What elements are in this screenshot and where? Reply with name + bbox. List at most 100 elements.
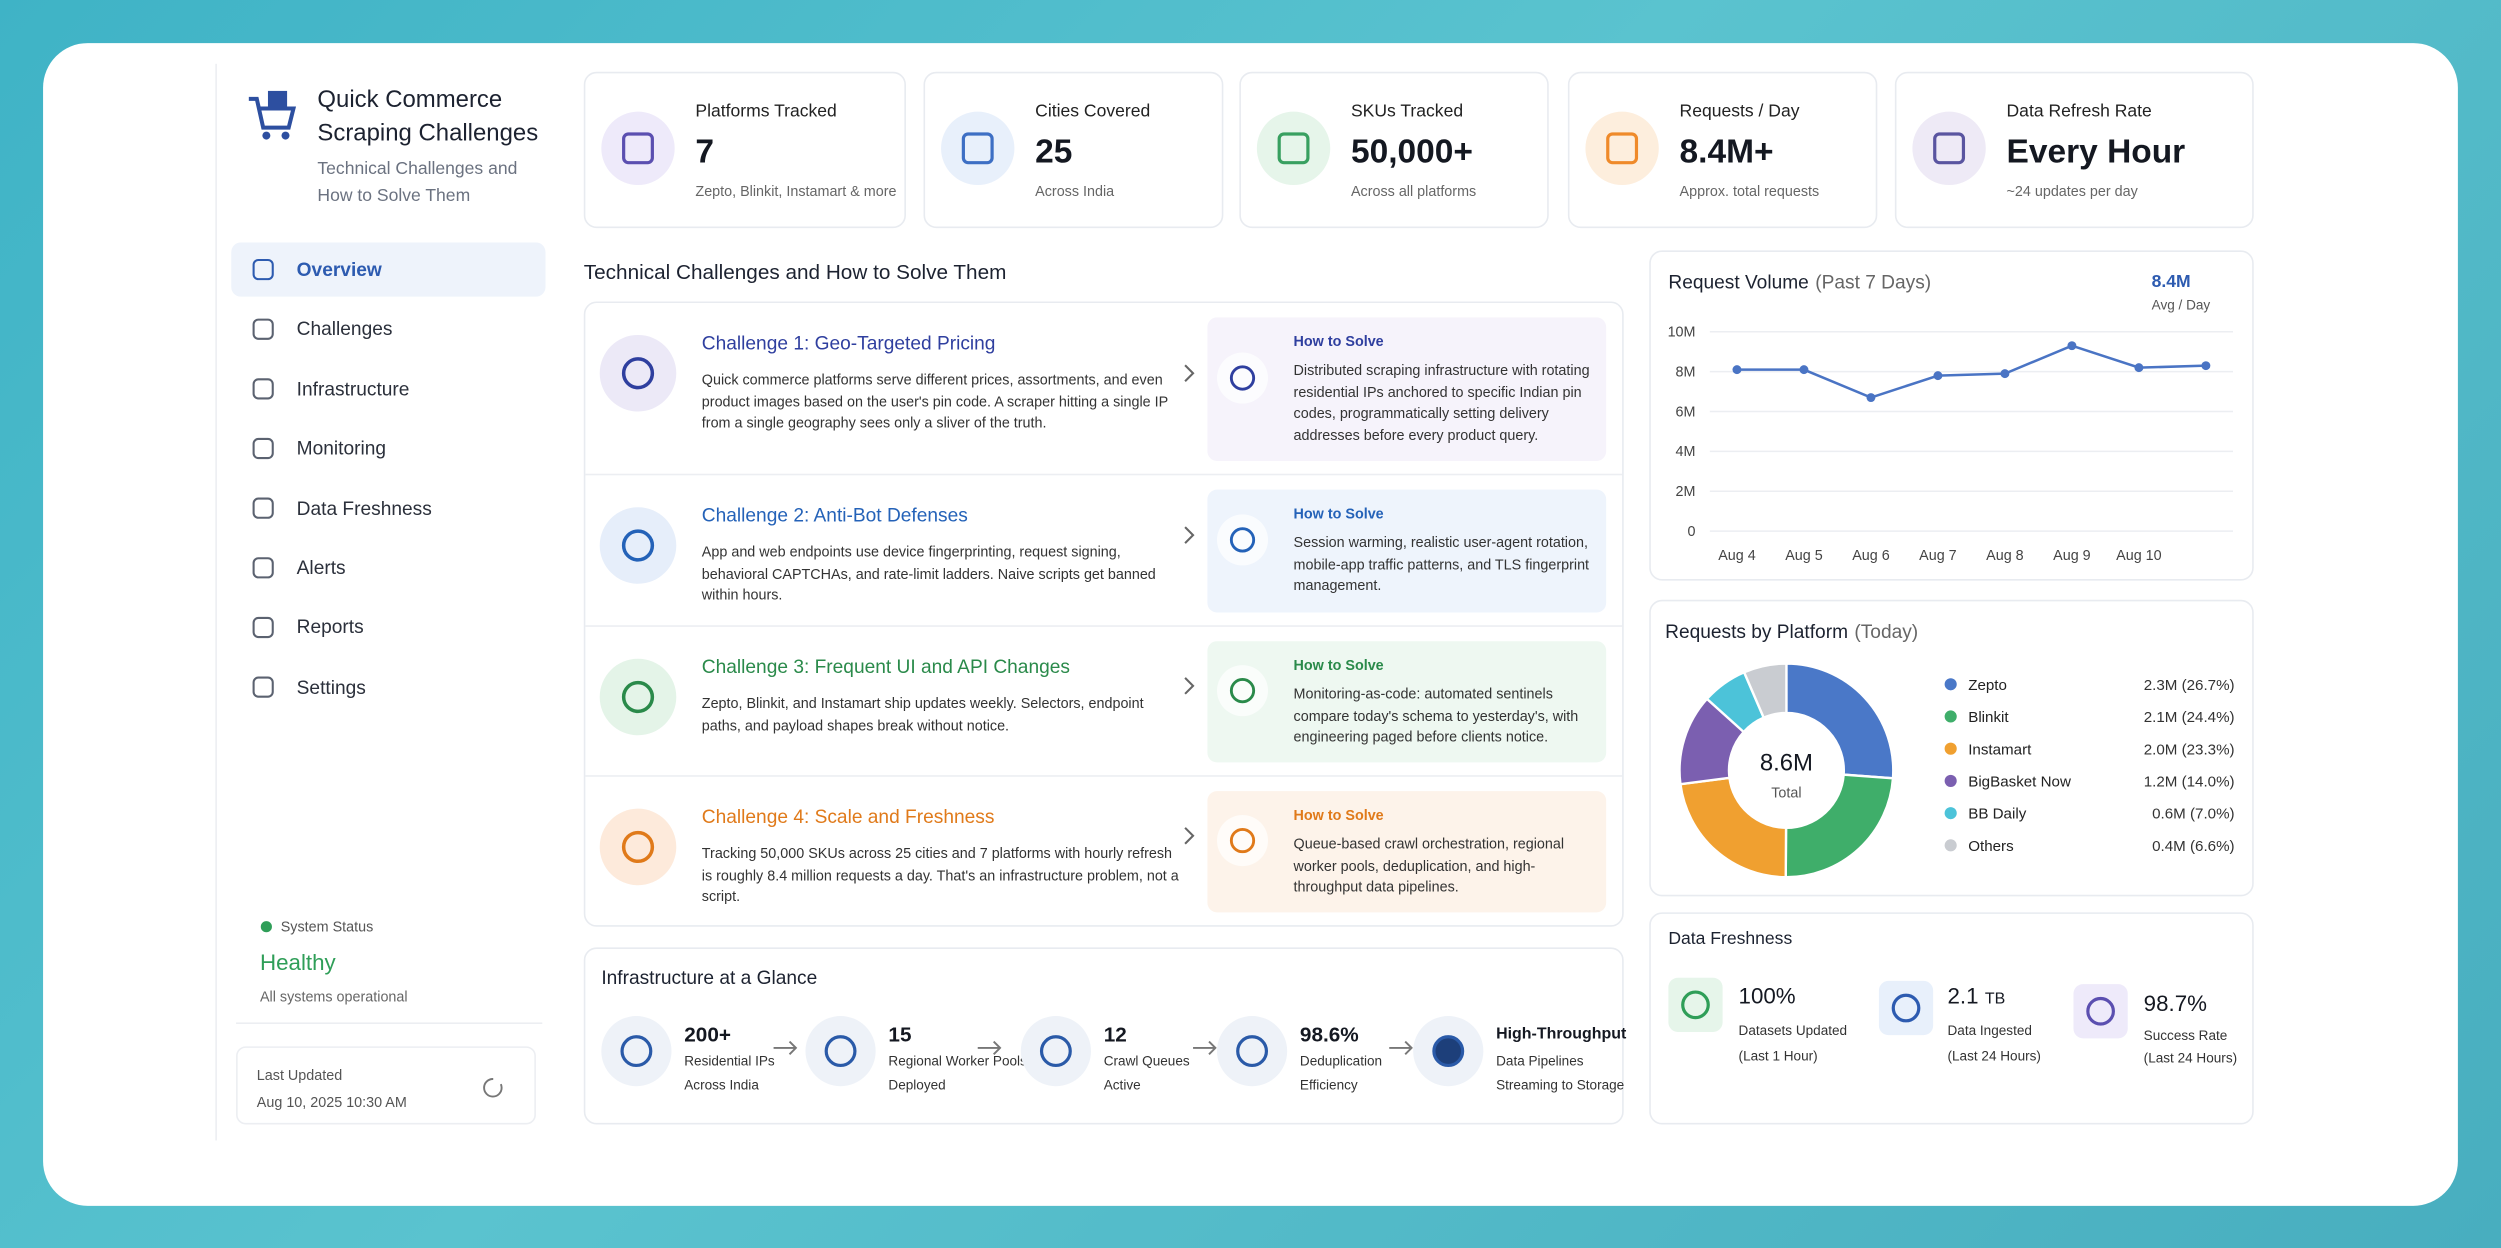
app-subtitle: Technical Challenges and How to Solve Th…: [317, 159, 518, 206]
solve-label: How to Solve: [1293, 657, 1384, 674]
nav-item[interactable]: Settings: [296, 675, 366, 699]
freshness-line2: (Last 24 Hours): [2143, 1049, 2238, 1066]
freshness-number: 98.7%: [2143, 990, 2208, 1017]
freshness-value: 100%: [1739, 983, 1796, 1009]
infra-line1: Residential IPs: [684, 1052, 775, 1069]
solve-box: [1207, 489, 1607, 613]
challenge-text: Quick commerce platforms serve different…: [701, 371, 1168, 431]
solve-box: [1207, 317, 1607, 461]
challenge-text: App and web endpoints use device fingerp…: [701, 543, 1156, 603]
status-note: All systems operational: [259, 988, 408, 1005]
freshness-title: Data Freshness: [1668, 929, 1793, 950]
kpi-value: 25: [1035, 133, 1073, 171]
freshness-line1: Success Rate: [2143, 1027, 2228, 1044]
freshness-card: [1649, 912, 2254, 1125]
infra-line2: Streaming to Storage: [1496, 1076, 1625, 1093]
kpi-label: Data Refresh Rate: [2006, 102, 2152, 122]
solve-box: [1207, 641, 1607, 763]
kpi-note: ~24 updates per day: [2006, 183, 2138, 200]
solve-label: How to Solve: [1293, 333, 1384, 350]
infra-line2: Active: [1103, 1076, 1141, 1093]
solve-label: How to Solve: [1293, 807, 1384, 824]
nav-item[interactable]: Reports: [296, 616, 364, 639]
kpi-label: Cities Covered: [1035, 102, 1151, 122]
infra-line1: Deduplication: [1299, 1052, 1383, 1069]
summary-value: 8.4M: [2151, 272, 2191, 292]
kpi-label: Platforms Tracked: [695, 102, 837, 122]
solve-box: [1207, 791, 1607, 913]
solve-text: Monitoring-as-code: automated sentinels …: [1293, 685, 1579, 745]
freshness-line2: (Last 1 Hour): [1738, 1047, 1818, 1064]
status-label: System Status: [280, 918, 374, 935]
kpi-label: Requests / Day: [1679, 102, 1800, 122]
challenge-text: Tracking 50,000 SKUs across 25 cities an…: [701, 845, 1179, 905]
nav-item[interactable]: Infrastructure: [296, 377, 410, 401]
solve-label: How to Solve: [1293, 505, 1384, 522]
infra-value: 200+: [684, 1022, 731, 1047]
kpi-note: Across India: [1035, 183, 1115, 200]
donut-card: [1649, 599, 2254, 897]
last-updated-label: Last Updated: [256, 1067, 343, 1084]
infra-title: Infrastructure at a Glance: [601, 966, 818, 989]
infra-line1: Crawl Queues: [1103, 1052, 1190, 1069]
nav-active-bg: [231, 242, 546, 297]
chart-title: Request Volume (Past 7 Days): [1668, 271, 1931, 293]
kpi-card: [583, 71, 906, 229]
kpi-value: Every Hour: [2006, 133, 2186, 171]
infra-line1: Regional Worker Pools: [888, 1052, 1027, 1069]
freshness-number: 100%: [1738, 982, 1796, 1009]
kpi-card: [1567, 71, 1878, 229]
kpi-value: 50,000+: [1350, 133, 1473, 171]
infra-value: 12: [1103, 1022, 1127, 1047]
challenge-text: Zepto, Blinkit, and Instamart ship updat…: [701, 695, 1144, 733]
nav-item[interactable]: Overview: [296, 258, 382, 281]
challenge-title: Challenge 3: Frequent UI and API Changes: [701, 655, 1070, 678]
solve-text: Distributed scraping infrastructure with…: [1293, 362, 1590, 443]
kpi-value: 8.4M+: [1679, 133, 1774, 171]
status-box: [236, 901, 543, 1024]
solve-text: Queue-based crawl orchestration, regiona…: [1293, 835, 1565, 895]
infra-value: High-Throughput: [1496, 1025, 1627, 1044]
chart-title-note: (Past 7 Days): [1815, 271, 1932, 294]
freshness-unit: TB: [1984, 990, 2006, 1009]
sidebar-divider: [215, 63, 217, 1141]
infra-line2: Deployed: [888, 1076, 946, 1093]
app-title: Quick Commerce Scraping Challenges: [317, 86, 539, 147]
summary-label: Avg / Day: [2151, 296, 2211, 313]
last-updated-value: Aug 10, 2025 10:30 AM: [256, 1094, 407, 1111]
kpi-note: Approx. total requests: [1679, 183, 1820, 200]
challenge-title: Challenge 4: Scale and Freshness: [701, 805, 995, 828]
nav-item[interactable]: Monitoring: [296, 437, 387, 460]
kpi-note: Across all platforms: [1350, 183, 1477, 200]
row-divider: [585, 775, 1623, 777]
kpi-note: Zepto, Blinkit, Instamart & more: [695, 183, 897, 200]
kpi-value: 7: [695, 133, 715, 171]
kpi-card: [923, 71, 1224, 229]
challenge-title: Challenge 2: Anti-Bot Defenses: [701, 504, 968, 527]
freshness-value: 98.7%: [2144, 990, 2207, 1016]
solve-text: Session warming, realistic user-agent ro…: [1293, 534, 1590, 594]
row-divider: [585, 473, 1623, 476]
challenge-title: Challenge 1: Geo-Targeted Pricing: [701, 331, 996, 355]
last-updated-box: [236, 1046, 536, 1125]
freshness-line1: Datasets Updated: [1738, 1022, 1848, 1039]
row-divider: [585, 625, 1623, 627]
freshness-value: 2.1 TB: [1947, 983, 2005, 1009]
status-value: Healthy: [259, 949, 336, 975]
line-chart-card: [1649, 250, 2254, 581]
kpi-label: SKUs Tracked: [1350, 102, 1464, 122]
infra-line2: Across India: [684, 1076, 759, 1093]
section-title: Technical Challenges and How to Solve Th…: [583, 259, 1007, 284]
infra-value: 98.6%: [1299, 1022, 1359, 1047]
infra-value: 15: [888, 1022, 912, 1047]
freshness-line1: Data Ingested: [1947, 1022, 2032, 1039]
nav-item[interactable]: Data Freshness: [296, 496, 432, 520]
infra-line1: Data Pipelines: [1496, 1052, 1584, 1069]
nav-item[interactable]: Alerts: [296, 556, 346, 579]
chart-title-text: Request Volume: [1668, 271, 1809, 294]
freshness-number: 2.1: [1947, 982, 1979, 1009]
freshness-line2: (Last 24 Hours): [1947, 1047, 2041, 1064]
nav-item[interactable]: Challenges: [296, 318, 393, 341]
